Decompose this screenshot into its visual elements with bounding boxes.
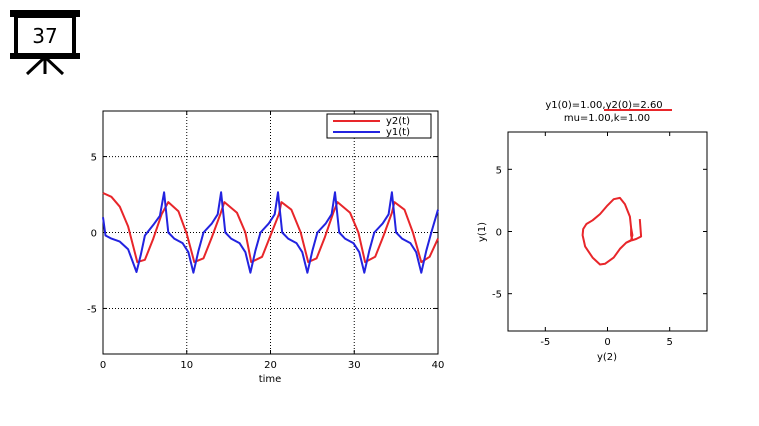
x-axis-label: y(2) [597, 352, 617, 363]
slide-number: 37 [32, 24, 57, 48]
series-line-y2t [102, 192, 439, 264]
y-axis-label: y(1) [477, 222, 488, 242]
chart-title: y1(0)=1.00,y2(0)=2.60 [545, 100, 662, 111]
chart-subtitle: mu=1.00,k=1.00 [564, 113, 650, 124]
axis-ticks: -5 0 5 -5 0 5 [492, 132, 707, 348]
x-tick-label: -5 [540, 337, 550, 348]
x-tick-label: 0 [604, 337, 610, 348]
y-tick-label: 5 [91, 153, 97, 164]
x-tick-label: 0 [100, 360, 106, 371]
legend-label-y2: y2(t) [386, 116, 410, 127]
y-tick-label: 5 [496, 165, 502, 176]
time-series-chart: 0 10 20 30 40 -5 0 5 time y2(t) y1(t) [87, 110, 444, 385]
x-tick-label: 20 [264, 360, 277, 371]
legend: y2(t) y1(t) [326, 113, 432, 139]
phase-portrait-chart: y1(0)=1.00,y2(0)=2.60 mu=1.00,k=1.00 -5 0… [477, 100, 708, 363]
grid-lines [103, 111, 438, 354]
plot-frame [507, 131, 708, 332]
series-lines [581, 196, 643, 266]
y-tick-label: -5 [492, 290, 502, 301]
x-tick-label: 5 [667, 337, 673, 348]
y-tick-label: 0 [496, 228, 502, 239]
axis-ticks: 0 10 20 30 40 -5 0 5 [87, 111, 444, 371]
presentation-board-icon: 37 [10, 10, 80, 76]
x-axis-label: time [259, 374, 282, 385]
y-tick-label: 0 [91, 229, 97, 240]
legend-box [326, 113, 432, 139]
y-tick-label: -5 [87, 304, 97, 315]
x-tick-label: 30 [348, 360, 361, 371]
legend-label-y1: y1(t) [386, 127, 410, 138]
x-tick-label: 10 [180, 360, 193, 371]
x-tick-label: 40 [432, 360, 445, 371]
series-lines [102, 191, 439, 274]
series-line-0 [581, 196, 643, 266]
series-line-y1t [102, 191, 439, 274]
